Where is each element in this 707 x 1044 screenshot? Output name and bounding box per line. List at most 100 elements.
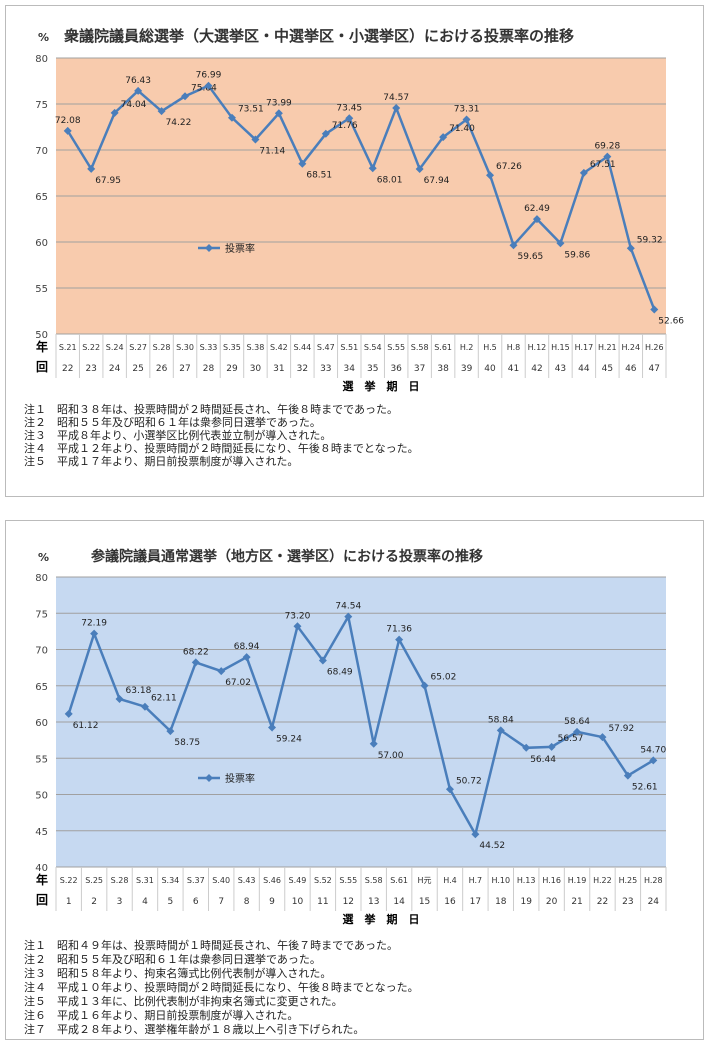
data-label: 61.12 [73, 721, 99, 731]
x-tick-session: 4 [142, 897, 148, 907]
x-tick-session: 24 [648, 897, 660, 907]
data-label: 56.44 [530, 755, 556, 765]
data-point-marker [134, 86, 143, 95]
x-tick-year: H.24 [622, 343, 641, 352]
x-tick-year: S.43 [238, 876, 256, 885]
house-of-representatives-chart-panel: % 衆議院議員総選挙（大選挙区・中選挙区・小選挙区）における投票率の推移 50 55 6… [5, 5, 704, 497]
x-tick-year: H.10 [491, 876, 510, 885]
data-point-marker [623, 771, 632, 780]
x-tick-year: S.46 [263, 876, 281, 885]
data-point-marker [268, 723, 277, 732]
data-label: 68.94 [234, 642, 260, 652]
x-tick-year: H.19 [568, 876, 587, 885]
row-label-year: 年 [36, 339, 48, 354]
row-label-session: 回 [36, 360, 48, 374]
x-tick-session: 29 [226, 364, 238, 374]
data-label: 72.08 [55, 116, 81, 126]
y-tick-label: 60 [35, 718, 48, 729]
x-tick-session: 18 [495, 897, 507, 907]
data-label: 67.51 [590, 160, 616, 170]
x-tick-session: 2 [91, 897, 97, 907]
x-tick-session: 22 [62, 364, 73, 374]
y-tick-label: 80 [35, 54, 48, 65]
data-point-marker [191, 658, 200, 667]
x-tick-year: H.16 [542, 876, 561, 885]
data-label: 59.24 [276, 735, 302, 745]
data-label: 74.57 [383, 93, 409, 103]
data-point-marker [415, 164, 424, 173]
data-label: 73.20 [285, 611, 311, 621]
data-label: 72.19 [81, 619, 107, 629]
data-label: 68.01 [377, 175, 403, 185]
x-tick-year: S.21 [59, 343, 77, 352]
turnout-line-chart: % 衆議院議員総選挙（大選挙区・中選挙区・小選挙区）における投票率の推移 50 55 6… [35, 27, 684, 393]
x-tick-year: S.24 [106, 343, 124, 352]
x-tick-session: 46 [625, 364, 637, 374]
data-point-marker [522, 743, 531, 752]
data-point-marker [115, 694, 124, 703]
data-point-marker [547, 742, 556, 751]
x-tick-session: 27 [179, 364, 190, 374]
x-tick-year: H.4 [443, 876, 457, 885]
x-tick-year: S.61 [434, 343, 452, 352]
data-label: 73.51 [238, 105, 264, 115]
data-label: 75.84 [191, 83, 217, 93]
chart-title: 衆議院議員総選挙（大選挙区・中選挙区・小選挙区）における投票率の推移 [64, 27, 574, 45]
x-tick-year: S.30 [176, 343, 194, 352]
data-point-marker [471, 830, 480, 839]
data-point-marker [87, 164, 96, 173]
data-point-marker [395, 635, 404, 644]
data-label: 67.95 [95, 176, 121, 186]
data-label: 58.64 [564, 717, 590, 727]
x-tick-session: 9 [269, 897, 275, 907]
row-label-year: 年 [36, 872, 48, 887]
data-label: 59.86 [564, 250, 590, 260]
x-tick-year: S.27 [129, 343, 147, 352]
x-tick-session: 39 [461, 364, 473, 374]
data-label: 73.99 [266, 98, 292, 108]
x-tick-session: 35 [367, 364, 378, 374]
note: 注４ 平成１０年より、投票時間が２時間延長になり、午後８時までとなった。 [24, 981, 419, 994]
x-tick-session: 13 [368, 897, 379, 907]
data-label: 52.66 [658, 317, 684, 327]
data-label: 67.02 [225, 678, 251, 688]
x-tick-session: 30 [250, 364, 262, 374]
data-point-marker [298, 159, 307, 168]
data-point-marker [445, 785, 454, 794]
data-point-marker [90, 629, 99, 638]
x-tick-session: 6 [193, 897, 199, 907]
x-tick-year: S.42 [270, 343, 288, 352]
x-tick-year: S.33 [200, 343, 218, 352]
data-point-marker [598, 733, 607, 742]
x-tick-year: S.34 [161, 876, 179, 885]
data-point-marker [217, 667, 226, 676]
x-tick-year: H.26 [645, 343, 664, 352]
x-tick-year: H.22 [593, 876, 612, 885]
x-tick-year: S.40 [212, 876, 230, 885]
data-point-marker [420, 681, 429, 690]
x-tick-session: 19 [520, 897, 532, 907]
data-point-marker [251, 135, 260, 144]
y-tick-label: 65 [35, 192, 48, 203]
data-label: 74.22 [166, 118, 192, 128]
data-label: 74.54 [335, 602, 361, 612]
data-label: 67.26 [496, 162, 522, 172]
x-tick-year: S.49 [289, 876, 307, 885]
x-tick-session: 47 [649, 364, 660, 374]
data-point-marker [318, 656, 327, 665]
x-tick-session: 45 [602, 364, 613, 374]
data-point-marker [274, 109, 283, 118]
x-tick-session: 15 [419, 897, 430, 907]
turnout-line-chart: % 参議院議員通常選挙（地方区・選挙区）における投票率の推移40455055606… [35, 548, 667, 926]
x-tick-session: 26 [156, 364, 168, 374]
x-tick-year: H.15 [551, 343, 570, 352]
x-tick-year: S.47 [317, 343, 335, 352]
x-tick-session: 12 [343, 897, 354, 907]
note: 注３ 平成８年より、小選挙区比例代表並立制が導入された。 [24, 429, 332, 442]
x-tick-session: 43 [555, 364, 566, 374]
data-label: 57.92 [608, 724, 634, 734]
data-label: 52.61 [632, 783, 658, 793]
data-point-marker [157, 107, 166, 116]
x-tick-session: 5 [168, 897, 174, 907]
data-point-marker [556, 239, 565, 248]
